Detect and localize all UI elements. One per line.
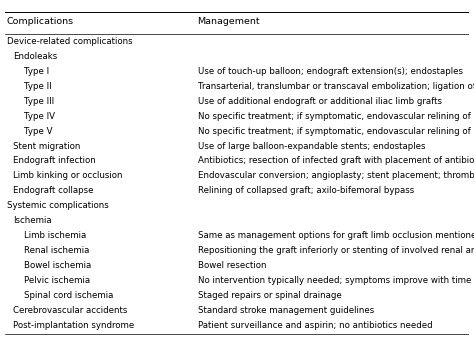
Text: Ischemia: Ischemia: [13, 216, 52, 225]
Text: Same as management options for graft limb occlusion mentioned above: Same as management options for graft lim…: [198, 231, 474, 240]
Text: Type IV: Type IV: [24, 112, 55, 121]
Text: Pelvic ischemia: Pelvic ischemia: [24, 276, 91, 285]
Text: Use of large balloon-expandable stents; endostaples: Use of large balloon-expandable stents; …: [198, 142, 425, 151]
Text: Bowel resection: Bowel resection: [198, 261, 266, 270]
Text: Use of additional endograft or additional iliac limb grafts: Use of additional endograft or additiona…: [198, 97, 441, 106]
Text: Type V: Type V: [24, 127, 53, 136]
Text: Endograft collapse: Endograft collapse: [13, 186, 93, 195]
Text: Stent migration: Stent migration: [13, 142, 81, 151]
Text: Limb ischemia: Limb ischemia: [24, 231, 86, 240]
Text: Endograft infection: Endograft infection: [13, 157, 96, 165]
Text: Standard stroke management guidelines: Standard stroke management guidelines: [198, 306, 374, 315]
Text: Type I: Type I: [24, 67, 49, 76]
Text: Staged repairs or spinal drainage: Staged repairs or spinal drainage: [198, 291, 341, 300]
Text: Management: Management: [198, 17, 260, 26]
Text: Systemic complications: Systemic complications: [7, 201, 109, 210]
Text: Cerebrovascular accidents: Cerebrovascular accidents: [13, 306, 128, 315]
Text: Relining of collapsed graft; axilo-bifemoral bypass: Relining of collapsed graft; axilo-bifem…: [198, 186, 414, 195]
Text: Bowel ischemia: Bowel ischemia: [24, 261, 91, 270]
Text: Complications: Complications: [7, 17, 74, 26]
Text: Endovascular conversion; angioplasty; stent placement; thrombolysis; femoro-femo: Endovascular conversion; angioplasty; st…: [198, 172, 474, 180]
Text: Limb kinking or occlusion: Limb kinking or occlusion: [13, 172, 123, 180]
Text: Transarterial, translumbar or transcaval embolization; ligation of inflow vessel: Transarterial, translumbar or transcaval…: [198, 82, 474, 91]
Text: Endoleaks: Endoleaks: [13, 52, 57, 61]
Text: Post-implantation syndrome: Post-implantation syndrome: [13, 321, 134, 330]
Text: No specific treatment; if symptomatic, endovascular relining of graft: No specific treatment; if symptomatic, e…: [198, 127, 474, 136]
Text: Antibiotics; resection of infected graft with placement of antibiotic-soaked gra: Antibiotics; resection of infected graft…: [198, 157, 474, 165]
Text: Patient surveillance and aspirin; no antibiotics needed: Patient surveillance and aspirin; no ant…: [198, 321, 432, 330]
Text: Type II: Type II: [24, 82, 52, 91]
Text: Spinal cord ischemia: Spinal cord ischemia: [24, 291, 114, 300]
Text: Renal ischemia: Renal ischemia: [24, 246, 90, 255]
Text: No specific treatment; if symptomatic, endovascular relining of graft: No specific treatment; if symptomatic, e…: [198, 112, 474, 121]
Text: Repositioning the graft inferiorly or stenting of involved renal arteries: Repositioning the graft inferiorly or st…: [198, 246, 474, 255]
Text: No intervention typically needed; symptoms improve with time: No intervention typically needed; sympto…: [198, 276, 471, 285]
Text: Use of touch-up balloon; endograft extension(s); endostaples: Use of touch-up balloon; endograft exten…: [198, 67, 463, 76]
Text: Device-related complications: Device-related complications: [7, 37, 132, 46]
Text: Type III: Type III: [24, 97, 55, 106]
